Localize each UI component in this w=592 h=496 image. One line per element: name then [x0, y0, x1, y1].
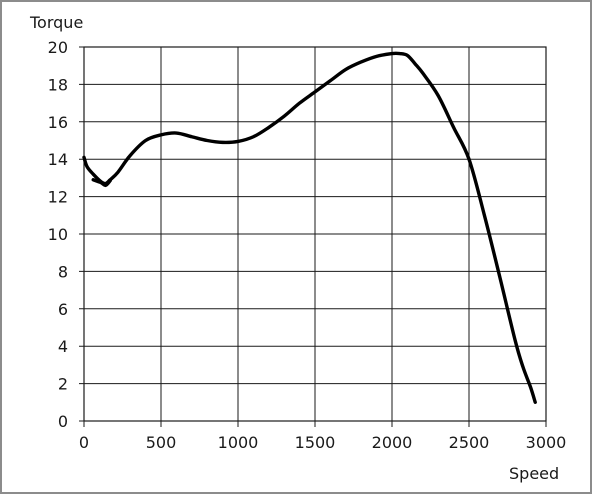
- series: [82, 51, 537, 404]
- y-axis-title: Torque: [29, 13, 83, 32]
- y-tick-label: 4: [58, 337, 68, 356]
- y-tick-label: 12: [48, 188, 68, 207]
- y-tick-label: 14: [48, 150, 68, 169]
- x-tick-label: 2500: [449, 433, 490, 452]
- y-tick-label: 8: [58, 262, 68, 281]
- hand-drawn-mark: [91, 178, 112, 188]
- x-tick-label: 0: [79, 433, 89, 452]
- x-axis-title: Speed: [509, 464, 559, 483]
- grid: [79, 46, 547, 427]
- y-tick-label: 16: [48, 113, 68, 132]
- y-tick-label: 18: [48, 75, 68, 94]
- torque-series-line: [82, 51, 537, 404]
- y-tick-label: 6: [58, 300, 68, 319]
- x-tick-label: 2000: [372, 433, 413, 452]
- tick-labels: 0 500 1000 1500 2000 2500 3000 0 2 4 6 8 10 12 14 16 18 2…: [48, 38, 567, 452]
- x-tick-label: 500: [146, 433, 177, 452]
- x-tick-label: 1000: [218, 433, 259, 452]
- y-tick-label: 2: [58, 375, 68, 394]
- x-tick-label: 1500: [295, 433, 336, 452]
- x-tick-label: 3000: [526, 433, 567, 452]
- y-tick-label: 10: [48, 225, 68, 244]
- y-tick-label: 0: [58, 412, 68, 431]
- y-tick-label: 20: [48, 38, 68, 57]
